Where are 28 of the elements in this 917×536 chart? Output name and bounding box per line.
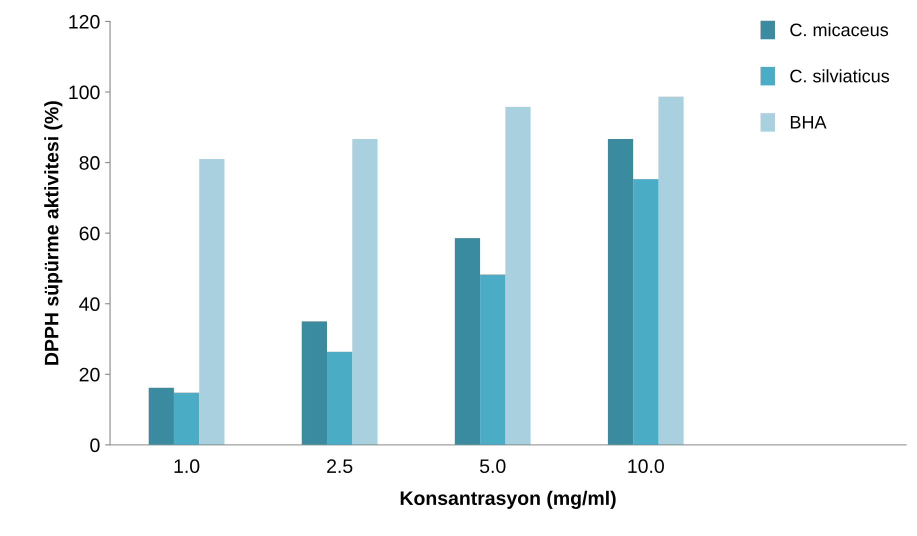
legend-label: BHA bbox=[790, 116, 827, 128]
y-axis-title: DPPH süpürme aktivitesi (%) bbox=[44, 101, 62, 365]
y-tick-label: 100 bbox=[69, 85, 100, 100]
bar bbox=[505, 106, 531, 445]
y-tick-label: 60 bbox=[80, 226, 100, 240]
bar bbox=[658, 96, 684, 445]
x-tick-label: 5.0 bbox=[480, 459, 506, 474]
bar bbox=[633, 179, 658, 445]
y-tick-label: 40 bbox=[79, 297, 100, 311]
bar bbox=[302, 321, 328, 445]
bar bbox=[327, 352, 352, 445]
x-tick-label: 2.5 bbox=[327, 459, 352, 474]
legend-label: C. micaceus bbox=[790, 23, 888, 36]
y-tick-label: 20 bbox=[80, 368, 100, 382]
bar bbox=[454, 238, 480, 445]
y-tick-label: 0 bbox=[90, 438, 100, 452]
bar bbox=[608, 138, 634, 445]
legend-label: C. silviaticus bbox=[790, 69, 890, 82]
bar bbox=[199, 159, 224, 445]
y-tick-label: 120 bbox=[69, 14, 100, 29]
bar bbox=[174, 392, 200, 445]
x-tick-label: 1.0 bbox=[174, 459, 200, 474]
x-tick-label: 10.0 bbox=[628, 459, 664, 474]
x-axis-title: Konsantrasyon (mg/ml) bbox=[400, 490, 616, 509]
bar bbox=[352, 138, 378, 445]
y-tick-label: 80 bbox=[80, 156, 100, 170]
bar bbox=[480, 274, 506, 445]
bar bbox=[148, 388, 174, 445]
